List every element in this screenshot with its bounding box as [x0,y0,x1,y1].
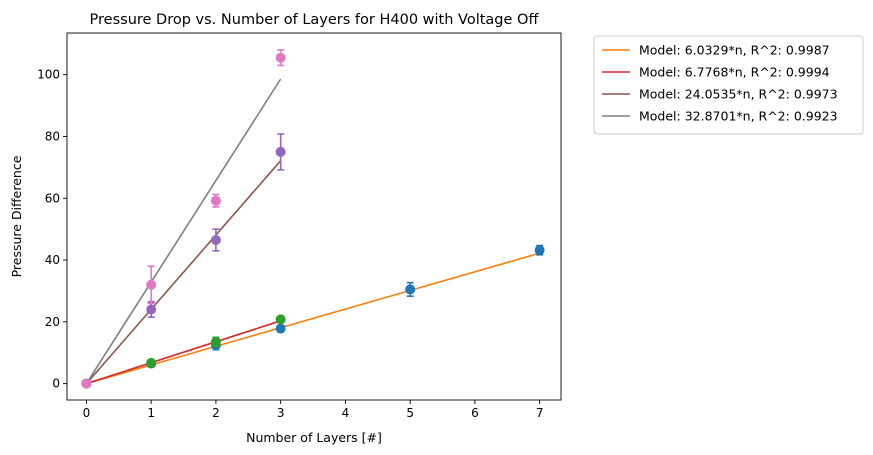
x-tick-label: 6 [471,406,479,420]
x-tick-label: 7 [536,406,544,420]
data-point-3-2 [146,304,157,315]
model-line-4 [85,78,282,385]
model-line-2 [86,320,281,385]
y-tick-label: 40 [45,253,60,267]
data-point-1-5 [405,284,416,295]
x-axis-label: Number of Layers [#] [246,430,382,445]
legend-label-2: Model: 6.7768*n, R^2: 0.9994 [639,65,830,80]
legend: Model: 6.0329*n, R^2: 0.9987 Model: 6.776… [593,35,864,135]
model-line-1 [86,252,540,385]
data-point-3-3 [210,234,221,245]
y-tick-label: 80 [45,129,60,143]
data-point-2-2 [146,357,157,368]
legend-label-4: Model: 32.8701*n, R^2: 0.9923 [639,109,838,124]
x-tick-label: 2 [212,406,220,420]
y-tick-label: 0 [52,377,60,391]
axis-ticks: 0 1 2 3 4 5 6 7 0 20 40 60 80 100 [37,68,543,420]
x-tick-label: 4 [342,406,350,420]
chart-title: Pressure Drop vs. Number of Layers for H… [90,12,540,28]
data-point-2-4 [275,314,286,325]
x-tick-label: 0 [83,406,91,420]
y-tick-label: 20 [45,315,60,329]
data-point-4-1 [81,378,92,389]
data-point-1-4 [275,323,286,334]
legend-label-1: Model: 6.0329*n, R^2: 0.9987 [639,43,830,58]
y-tick-label: 60 [45,191,60,205]
y-tick-label: 100 [37,68,60,82]
plot-area [81,49,545,389]
x-tick-label: 1 [147,406,155,420]
plot-frame [66,32,562,401]
data-point-1-6 [534,245,545,256]
y-axis-label: Pressure Difference [9,155,24,277]
x-tick-label: 5 [406,406,414,420]
model-line-3 [85,160,282,385]
legend-label-3: Model: 24.0535*n, R^2: 0.9973 [639,87,838,102]
data-point-3-4 [275,146,286,157]
data-point-2-3 [210,336,221,347]
legend-box [593,35,864,135]
data-point-4-3 [210,195,221,206]
x-tick-label: 3 [277,406,285,420]
data-point-4-4 [275,52,286,63]
data-point-4-2 [146,279,157,290]
